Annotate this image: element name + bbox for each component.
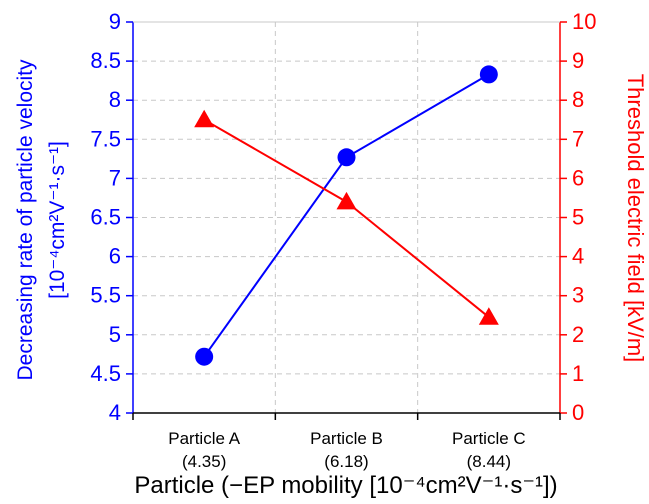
x-tick-value: (6.18)	[324, 452, 368, 471]
velocity-series-line	[203, 73, 490, 358]
left-tick-label: 8	[109, 87, 121, 112]
x-axis-title: Particle (−EP mobility [10⁻⁴cm²V⁻¹·s⁻¹])	[134, 472, 557, 499]
left-tick-label: 8.5	[90, 48, 121, 73]
right-tick-label: 4	[572, 244, 584, 269]
left-tick-label: 4.5	[90, 361, 121, 386]
left-y-ticks: 4 4.5 5 5.5 6 6.5 7 7.5 8 8.5 9	[90, 9, 133, 425]
right-tick-label: 0	[572, 400, 584, 425]
velocity-point-marker	[195, 347, 214, 366]
right-tick-label: 1	[572, 361, 584, 386]
x-tick-label: Particle B	[310, 429, 383, 448]
right-tick-label: 7	[572, 126, 584, 151]
right-y-axis-title: Threshold electric field [kV/m]	[623, 74, 648, 363]
threshold-point-marker	[194, 109, 215, 128]
x-tick-label: Particle A	[168, 429, 240, 448]
threshold-point-marker	[478, 307, 499, 325]
left-tick-label: 9	[109, 9, 121, 34]
left-tick-label: 4	[109, 400, 121, 425]
grid	[133, 22, 560, 413]
right-tick-label: 9	[572, 48, 584, 73]
right-tick-label: 2	[572, 322, 584, 347]
x-ticks: Particle A (4.35) Particle B (6.18) Particle…	[132, 413, 561, 471]
x-tick-value: (4.35)	[182, 452, 226, 471]
right-tick-label: 8	[572, 87, 584, 112]
left-tick-label: 6	[109, 244, 121, 269]
left-tick-label: 7.5	[90, 126, 121, 151]
left-tick-label: 7	[109, 165, 121, 190]
series	[194, 65, 499, 366]
left-y-axis-title-line1: Decreasing rate of particle velocity	[14, 59, 37, 380]
velocity-point-marker	[479, 65, 498, 84]
left-y-axis-title-line2: [10⁻⁴cm²V⁻¹·s⁻¹]	[46, 141, 69, 299]
velocity-point-marker	[337, 148, 356, 167]
right-tick-label: 3	[572, 283, 584, 308]
right-tick-label: 5	[572, 205, 584, 230]
threshold-point-marker	[336, 191, 357, 210]
x-tick-value: (8.44)	[467, 452, 511, 471]
right-y-ticks: 0 1 2 3 4 5 6 7 8 9 10	[560, 9, 596, 425]
right-tick-label: 10	[572, 9, 596, 34]
right-tick-label: 6	[572, 165, 584, 190]
left-tick-label: 5	[109, 322, 121, 347]
left-tick-label: 5.5	[90, 283, 121, 308]
left-tick-label: 6.5	[90, 205, 121, 230]
x-tick-label: Particle C	[452, 429, 526, 448]
